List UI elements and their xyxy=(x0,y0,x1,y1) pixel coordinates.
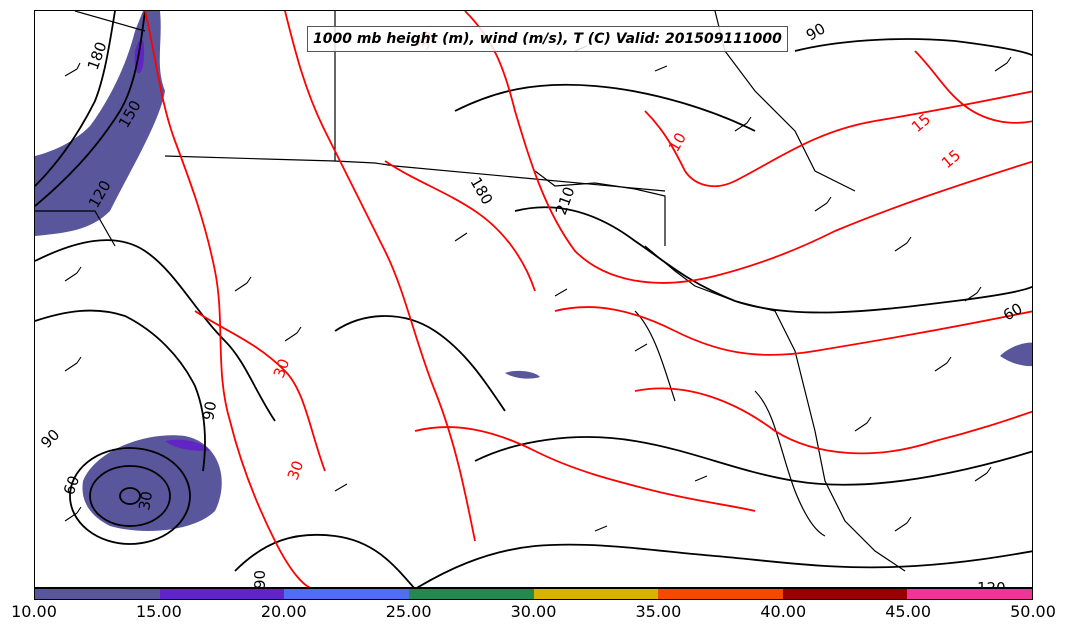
height-contours xyxy=(35,11,1032,587)
height-label: 90 xyxy=(251,570,269,588)
colorbar-segment xyxy=(782,589,908,599)
temperature-label: 10 xyxy=(665,129,690,155)
colorbar-tick: 45.00 xyxy=(885,602,932,621)
colorbar-segment xyxy=(907,589,1032,599)
height-label: 90 xyxy=(803,19,829,44)
height-label: 30 xyxy=(135,490,156,512)
temperature-contours xyxy=(144,11,1032,587)
colorbar-tick: 20.00 xyxy=(260,602,307,621)
temperature-label: 30 xyxy=(284,458,307,482)
height-label: 90 xyxy=(199,400,220,422)
height-label: 180 xyxy=(84,39,111,72)
colorbar-tick: 25.00 xyxy=(385,602,432,621)
colorbar-segment xyxy=(35,589,160,599)
wind-speed-colorbar xyxy=(34,588,1033,600)
map-title: 1000 mb height (m), wind (m/s), T (C) Va… xyxy=(307,26,788,52)
colorbar-tick: 50.00 xyxy=(1010,602,1056,621)
colorbar-tick: 35.00 xyxy=(635,602,682,621)
height-label: 180 xyxy=(467,174,497,208)
height-label: 90 xyxy=(37,426,63,452)
temperature-label: 15 xyxy=(938,146,964,172)
temperature-contour-labels: 10 15 15 30 30 30 xyxy=(270,28,964,482)
wind-speed-shading xyxy=(35,11,1032,531)
colorbar-tick: 15.00 xyxy=(135,602,182,621)
colorbar-tick: 40.00 xyxy=(760,602,807,621)
temperature-label: 30 xyxy=(270,356,293,380)
height-label: 60 xyxy=(1000,299,1026,324)
colorbar-segment xyxy=(284,589,409,599)
colorbar-tick-labels: 10.00 15.00 20.00 25.00 30.00 35.00 40.00 45.00… xyxy=(0,600,1065,630)
colorbar-tick: 10.00 xyxy=(11,602,57,621)
height-label: 60 xyxy=(60,473,83,497)
colorbar-segment xyxy=(533,589,659,599)
height-label: 210 xyxy=(552,184,579,217)
map-panel: 180 150 120 90 60 30 90 90 180 210 90 60… xyxy=(34,10,1033,588)
weather-map: 180 150 120 90 60 30 90 90 180 210 90 60… xyxy=(35,11,1032,588)
colorbar-segment xyxy=(408,589,534,599)
colorbar-tick: 30.00 xyxy=(510,602,557,621)
height-label: 120 xyxy=(977,579,1006,588)
colorbar-segment xyxy=(159,589,285,599)
colorbar-segment xyxy=(658,589,783,599)
